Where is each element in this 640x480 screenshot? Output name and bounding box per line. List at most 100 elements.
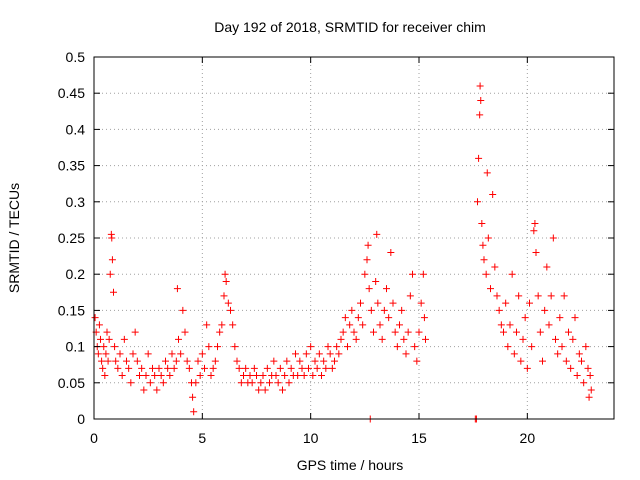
data-point xyxy=(477,96,485,104)
data-point xyxy=(106,270,114,278)
data-point xyxy=(396,321,403,329)
data-point xyxy=(146,379,154,387)
data-point xyxy=(131,328,139,336)
data-point xyxy=(285,379,293,387)
data-point xyxy=(357,299,364,307)
data-point xyxy=(478,220,486,228)
data-point xyxy=(162,357,169,365)
data-point xyxy=(221,270,229,278)
data-point xyxy=(372,277,380,285)
data-point xyxy=(222,277,230,285)
data-point xyxy=(413,357,421,365)
y-tick-label: 0.15 xyxy=(58,302,85,318)
data-point xyxy=(479,241,487,249)
data-point xyxy=(298,364,306,372)
data-point xyxy=(302,350,310,358)
data-point xyxy=(305,364,312,372)
data-point xyxy=(140,386,148,394)
data-point xyxy=(367,306,375,314)
data-point xyxy=(263,364,271,372)
data-point xyxy=(231,343,239,351)
data-point xyxy=(575,350,583,358)
data-point xyxy=(474,198,481,206)
data-point xyxy=(560,292,568,300)
data-point xyxy=(170,364,178,372)
data-point xyxy=(517,357,525,365)
data-point xyxy=(376,321,384,329)
data-point xyxy=(480,256,488,264)
data-point xyxy=(531,220,539,228)
data-point xyxy=(255,386,263,394)
data-point xyxy=(276,364,284,372)
data-point xyxy=(155,364,163,372)
data-point xyxy=(554,350,562,358)
data-point xyxy=(98,357,106,365)
data-point xyxy=(398,306,406,314)
data-point xyxy=(296,357,304,365)
data-point xyxy=(528,343,536,351)
data-point xyxy=(387,248,395,256)
data-points xyxy=(91,82,595,423)
data-point xyxy=(350,328,358,336)
data-point xyxy=(100,343,108,351)
data-point xyxy=(420,314,428,322)
data-point xyxy=(185,364,193,372)
data-point xyxy=(337,335,345,343)
x-axis-label: GPS time / hours xyxy=(297,457,404,473)
data-point xyxy=(116,350,124,358)
data-point xyxy=(495,306,503,314)
data-point xyxy=(476,111,484,119)
data-point xyxy=(411,343,419,351)
data-point xyxy=(404,328,412,336)
data-point xyxy=(333,343,341,351)
y-tick-label: 0.25 xyxy=(58,230,85,246)
data-point xyxy=(216,328,224,336)
data-point xyxy=(142,372,150,380)
data-point xyxy=(95,321,103,329)
data-point xyxy=(402,350,410,358)
y-tick-label: 0 xyxy=(77,411,85,427)
data-point xyxy=(346,321,354,329)
data-point xyxy=(502,299,510,307)
data-point xyxy=(270,357,278,365)
data-point xyxy=(129,350,137,358)
data-point xyxy=(582,343,590,351)
data-point xyxy=(287,364,295,372)
data-point xyxy=(339,328,347,336)
data-point xyxy=(374,299,382,307)
data-point xyxy=(242,364,250,372)
data-point xyxy=(322,364,330,372)
y-tick-label: 0.2 xyxy=(66,266,86,282)
data-point xyxy=(335,350,343,358)
data-point xyxy=(419,270,427,278)
data-point xyxy=(91,314,99,322)
data-point xyxy=(138,364,146,372)
data-point xyxy=(166,372,174,380)
data-point xyxy=(207,372,215,380)
data-point xyxy=(177,350,185,358)
data-point xyxy=(378,335,386,343)
data-point xyxy=(417,299,425,307)
data-point xyxy=(354,314,362,322)
data-point xyxy=(493,292,501,300)
data-point xyxy=(281,372,289,380)
data-point xyxy=(279,386,286,394)
data-point xyxy=(359,321,367,329)
data-point xyxy=(400,335,408,343)
data-point xyxy=(578,357,585,365)
x-tick-label: 5 xyxy=(198,430,206,446)
data-point xyxy=(352,335,360,343)
data-point xyxy=(235,364,243,372)
data-point xyxy=(224,299,232,307)
data-point xyxy=(506,321,514,329)
data-point xyxy=(515,292,523,300)
data-point xyxy=(482,270,490,278)
y-tick-label: 0.4 xyxy=(66,121,86,137)
y-tick-label: 0.1 xyxy=(66,339,86,355)
data-point xyxy=(569,335,577,343)
data-point xyxy=(196,372,204,380)
data-point xyxy=(136,372,143,380)
data-point xyxy=(373,230,381,238)
data-point xyxy=(172,357,180,365)
